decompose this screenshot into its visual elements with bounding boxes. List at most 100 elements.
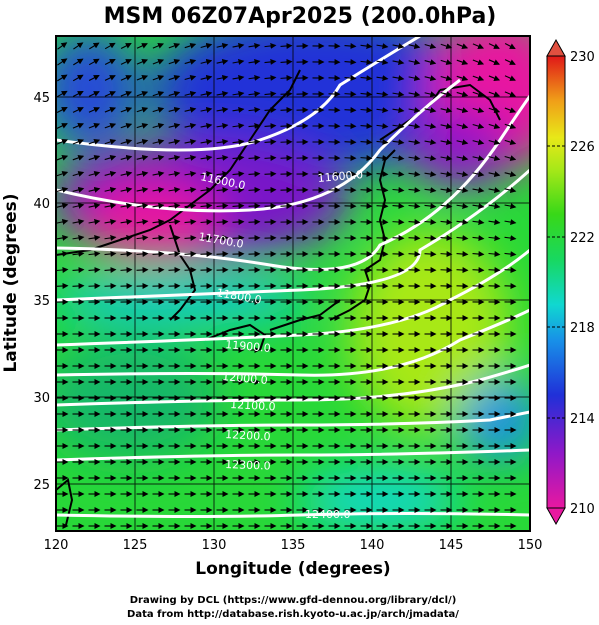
- wind-arrow: [184, 170, 197, 177]
- wind-arrow: [360, 139, 373, 146]
- wind-arrow: [424, 139, 437, 146]
- wind-arrow: [168, 234, 181, 241]
- wind-arrow: [440, 139, 453, 146]
- wind-arrow: [57, 42, 68, 50]
- wind-arrow: [152, 170, 165, 177]
- wind-arrow: [136, 75, 149, 81]
- wind-arrow: [104, 75, 116, 81]
- wind-arrow: [408, 187, 421, 194]
- wind-arrow: [472, 59, 485, 65]
- wind-arrow: [264, 42, 277, 49]
- wind-arrow: [408, 171, 421, 178]
- wind-arrow: [440, 267, 453, 274]
- wind-arrow: [120, 59, 132, 65]
- contour-label: 12400.0: [305, 508, 351, 521]
- wind-arrow: [168, 122, 181, 129]
- wind-arrow: [472, 171, 485, 178]
- wind-arrow: [472, 123, 485, 130]
- wind-arrow: [488, 43, 500, 49]
- contour-label: 12000.0: [222, 370, 268, 387]
- wind-arrow: [72, 107, 84, 113]
- wind-arrow: [216, 218, 229, 225]
- y-ticks: 25 30 35 40 45: [33, 91, 50, 493]
- wind-arrow: [232, 138, 245, 145]
- wind-arrow: [456, 43, 469, 49]
- wind-arrow: [120, 154, 133, 161]
- wind-arrow: [280, 90, 293, 97]
- wind-arrow: [472, 187, 485, 194]
- wind-arrow: [72, 123, 84, 129]
- wind-arrow: [376, 155, 389, 162]
- wind-arrow: [120, 43, 132, 49]
- wind-arrow: [152, 106, 165, 113]
- colorbar-max-triangle: [546, 38, 566, 57]
- wind-arrow: [136, 234, 149, 241]
- wind-arrow: [72, 186, 85, 193]
- wind-arrow: [216, 122, 229, 129]
- wind-arrow: [424, 43, 437, 50]
- wind-arrow: [136, 91, 149, 97]
- wind-arrow: [104, 170, 117, 177]
- wind-arrow: [488, 107, 501, 114]
- wind-arrow: [56, 234, 69, 241]
- wind-arrow: [168, 266, 181, 273]
- wind-arrow: [200, 170, 213, 177]
- wind-arrow: [408, 107, 421, 114]
- colorbar-tick-label: 218: [570, 321, 595, 336]
- wind-arrow: [264, 154, 277, 161]
- wind-arrow: [504, 203, 517, 210]
- wind-arrow: [184, 186, 197, 193]
- wind-arrow: [504, 219, 517, 226]
- x-tick-label: 145: [439, 538, 464, 553]
- wind-arrow: [88, 154, 101, 161]
- wind-arrow: [264, 90, 277, 97]
- wind-arrow: [408, 75, 421, 82]
- wind-arrow: [392, 203, 405, 210]
- wind-arrow: [136, 106, 149, 113]
- wind-arrow: [88, 250, 101, 257]
- wind-arrow: [440, 75, 453, 82]
- wind-arrow: [424, 155, 437, 162]
- wind-arrow: [120, 250, 133, 257]
- wind-arrow: [424, 203, 437, 210]
- wind-arrow: [504, 59, 516, 65]
- wind-arrow: [264, 138, 277, 145]
- wind-arrow: [104, 58, 116, 66]
- wind-arrow: [152, 138, 165, 145]
- wind-arrow: [88, 266, 101, 273]
- wind-arrow: [248, 186, 261, 193]
- wind-arrow: [216, 106, 229, 113]
- wind-arrow: [200, 202, 213, 209]
- wind-arrow: [488, 219, 501, 226]
- wind-arrow: [504, 107, 517, 113]
- wind-arrow: [152, 186, 165, 193]
- wind-arrow: [120, 170, 133, 177]
- wind-arrow: [472, 107, 485, 114]
- wind-arrow: [440, 203, 453, 210]
- wind-arrow: [456, 251, 469, 258]
- wind-arrow: [89, 42, 100, 50]
- wind-arrow: [152, 154, 165, 161]
- wind-arrow: [376, 75, 389, 82]
- wind-arrow: [200, 154, 213, 161]
- wind-arrow: [232, 58, 245, 65]
- wind-arrow: [184, 122, 197, 129]
- credit-drawing: Drawing by DCL (https://www.gfd-dennou.o…: [130, 595, 457, 606]
- wind-arrow: [344, 75, 357, 82]
- wind-arrow: [360, 59, 373, 66]
- wind-arrow: [504, 123, 517, 129]
- wind-arrow: [120, 218, 133, 225]
- wind-arrow: [472, 251, 485, 258]
- wind-arrow: [376, 219, 389, 226]
- wind-arrow: [440, 43, 453, 50]
- wind-arrow: [216, 58, 229, 65]
- wind-arrow: [168, 106, 181, 113]
- wind-arrow: [472, 155, 485, 162]
- y-tick-label: 45: [33, 91, 50, 106]
- wind-arrow: [152, 90, 165, 97]
- wind-arrow: [280, 122, 293, 129]
- wind-arrow: [440, 251, 453, 258]
- wind-arrow: [376, 59, 389, 66]
- wind-arrow: [424, 123, 437, 130]
- wind-arrow: [136, 122, 149, 129]
